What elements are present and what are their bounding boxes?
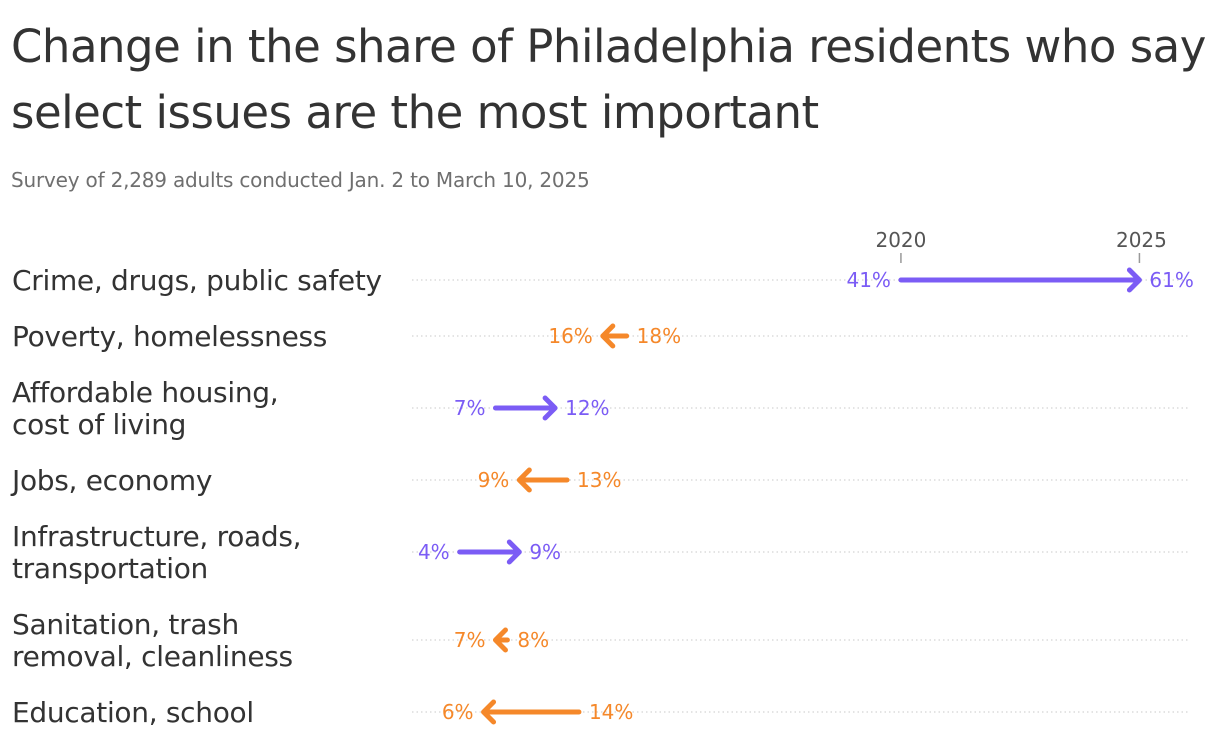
row-label: Crime, drugs, public safety <box>12 264 382 297</box>
start-value-label: 18% <box>637 324 681 348</box>
change-arrow-head <box>542 395 558 421</box>
change-arrow-head <box>1126 267 1142 293</box>
change-arrow-head <box>600 323 616 349</box>
end-value-label: 16% <box>548 324 592 348</box>
chart-title: Change in the share of Philadelphia resi… <box>11 20 1206 139</box>
row-label: Poverty, homelessness <box>12 320 327 353</box>
row-label: Sanitation, trash removal, cleanliness <box>12 608 293 673</box>
start-value-label: 13% <box>577 468 621 492</box>
start-value-label: 4% <box>418 540 450 564</box>
row-label: Affordable housing, cost of living <box>12 376 278 441</box>
end-value-label: 9% <box>529 540 561 564</box>
change-arrow-head <box>516 467 532 493</box>
change-arrow-head <box>506 539 522 565</box>
end-value-label: 7% <box>454 628 486 652</box>
row-label: Jobs, economy <box>10 464 212 497</box>
end-year-label: 2025 <box>1116 228 1167 252</box>
row-label: Education, school <box>12 696 254 729</box>
end-value-label: 61% <box>1149 268 1193 292</box>
change-arrow-head <box>481 699 497 725</box>
end-value-label: 9% <box>478 468 510 492</box>
change-arrow-head <box>492 627 508 653</box>
start-value-label: 14% <box>589 700 633 724</box>
end-value-label: 12% <box>565 396 609 420</box>
start-value-label: 7% <box>454 396 486 420</box>
start-year-label: 2020 <box>875 228 926 252</box>
start-value-label: 41% <box>846 268 890 292</box>
end-value-label: 6% <box>442 700 474 724</box>
chart-subtitle: Survey of 2,289 adults conducted Jan. 2 … <box>11 168 590 192</box>
row-label: Infrastructure, roads, transportation <box>12 520 301 585</box>
start-value-label: 8% <box>517 628 549 652</box>
